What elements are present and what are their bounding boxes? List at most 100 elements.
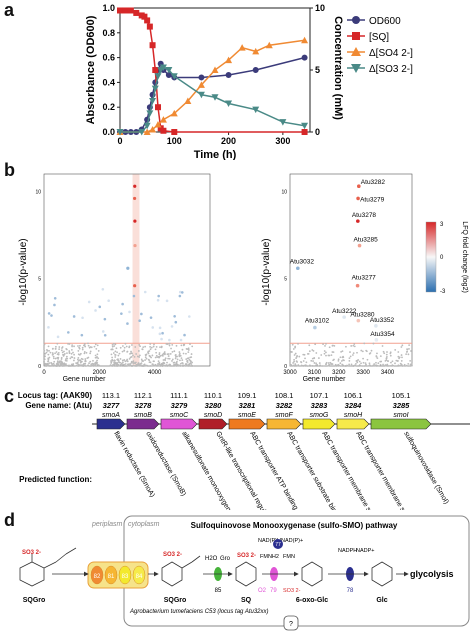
gene-point xyxy=(311,349,314,351)
gene-point xyxy=(133,219,137,223)
gene-point xyxy=(54,357,57,360)
gene-point xyxy=(144,345,147,348)
highlighted-gene-point xyxy=(357,243,362,248)
locus-tag: 107.1 xyxy=(310,391,329,400)
gene-point xyxy=(168,342,171,345)
gene-point xyxy=(85,351,88,354)
gene-point xyxy=(120,362,123,365)
gene-point xyxy=(178,352,181,355)
gene-point xyxy=(179,359,181,362)
gene-point xyxy=(390,361,392,364)
gene-point xyxy=(292,348,295,350)
gene-point xyxy=(63,352,66,355)
gene-point xyxy=(169,353,172,355)
y-axis-title: Absorbance (OD600) xyxy=(85,15,97,124)
gene-point xyxy=(187,351,190,354)
gene-point xyxy=(353,343,356,345)
gene-arrow-smoA xyxy=(96,418,126,430)
gene-point xyxy=(78,346,81,349)
gene-point xyxy=(312,360,314,362)
gene-point xyxy=(341,350,344,353)
gene-point xyxy=(90,346,93,349)
gene-name: smoE xyxy=(238,412,256,419)
y-tick-label: 5 xyxy=(284,277,287,283)
exporter-question: ? xyxy=(289,621,293,628)
gene-point xyxy=(83,351,86,353)
gene-point xyxy=(389,365,392,367)
gene-point xyxy=(376,357,379,360)
gene-point xyxy=(73,353,75,356)
gene-point xyxy=(63,362,66,365)
gene-point xyxy=(132,364,135,367)
gene-point xyxy=(121,359,124,362)
gene-point xyxy=(132,294,136,298)
gene-point xyxy=(49,351,52,354)
gene-point xyxy=(174,320,178,324)
gene-point xyxy=(352,352,355,355)
gene-point xyxy=(308,344,311,347)
data-point xyxy=(165,67,173,74)
gene-point xyxy=(87,356,90,359)
gene-function: sulfoquinovosidase (SmoI) xyxy=(402,431,449,506)
gene-point xyxy=(155,351,158,354)
gene-point xyxy=(132,354,134,357)
gene-point xyxy=(379,355,382,358)
gene-point xyxy=(65,348,68,350)
data-point xyxy=(225,100,233,107)
gene-point xyxy=(314,343,317,346)
gene-point xyxy=(89,350,92,353)
gene-point xyxy=(362,357,364,360)
highlighted-gene-point xyxy=(374,324,378,328)
gene-point xyxy=(72,315,76,318)
o2-label: O2 xyxy=(258,588,267,594)
data-point xyxy=(138,129,146,136)
gene-name: smoA xyxy=(102,412,120,419)
gene-point xyxy=(61,351,64,354)
gene-point xyxy=(65,355,68,358)
gene-point xyxy=(387,365,390,367)
gene-point xyxy=(330,362,333,365)
gene-point xyxy=(362,361,365,364)
gene-arrow-smoH xyxy=(336,418,370,430)
gene-point xyxy=(52,365,55,367)
data-point xyxy=(211,94,219,101)
gene-point xyxy=(84,345,87,348)
gene-name: smoD xyxy=(204,412,222,419)
gene-point xyxy=(188,363,191,365)
gene-point xyxy=(386,360,389,362)
locus-tag: 113.1 xyxy=(102,391,120,400)
gene-point xyxy=(311,365,314,367)
gene-point xyxy=(133,284,137,288)
gene-point xyxy=(158,326,162,330)
gene-point xyxy=(372,364,375,367)
gene-point xyxy=(64,359,67,362)
gene-point xyxy=(293,360,296,363)
atu-number: 3280 xyxy=(205,401,223,410)
gene-point xyxy=(129,362,132,365)
gene-point xyxy=(368,364,371,367)
gene-point xyxy=(184,363,187,365)
gene-label: Atu3285 xyxy=(354,237,379,244)
gene-label: Atu3280 xyxy=(350,312,375,319)
data-point xyxy=(301,129,308,135)
gene-point xyxy=(114,362,117,365)
predicted-function-label: Predicted function: xyxy=(19,475,92,484)
gene-point xyxy=(310,359,313,362)
gene-point xyxy=(176,358,179,361)
gene-point xyxy=(397,364,400,367)
gene-point xyxy=(167,353,170,355)
legend-marker-so4 xyxy=(351,47,361,56)
gene-point xyxy=(48,349,50,352)
gene-point xyxy=(81,316,84,320)
x-tick-label: 4000 xyxy=(148,370,162,376)
gene-point xyxy=(160,337,163,341)
x-tick-label: 100 xyxy=(167,136,182,146)
gene-point xyxy=(147,351,149,354)
gene-point xyxy=(391,364,394,367)
gene-point xyxy=(147,365,149,367)
data-point xyxy=(301,36,309,44)
gene-point xyxy=(43,361,45,363)
gene-point xyxy=(119,361,122,364)
gene-point xyxy=(51,347,54,350)
gene-label: Atu3354 xyxy=(370,331,395,338)
